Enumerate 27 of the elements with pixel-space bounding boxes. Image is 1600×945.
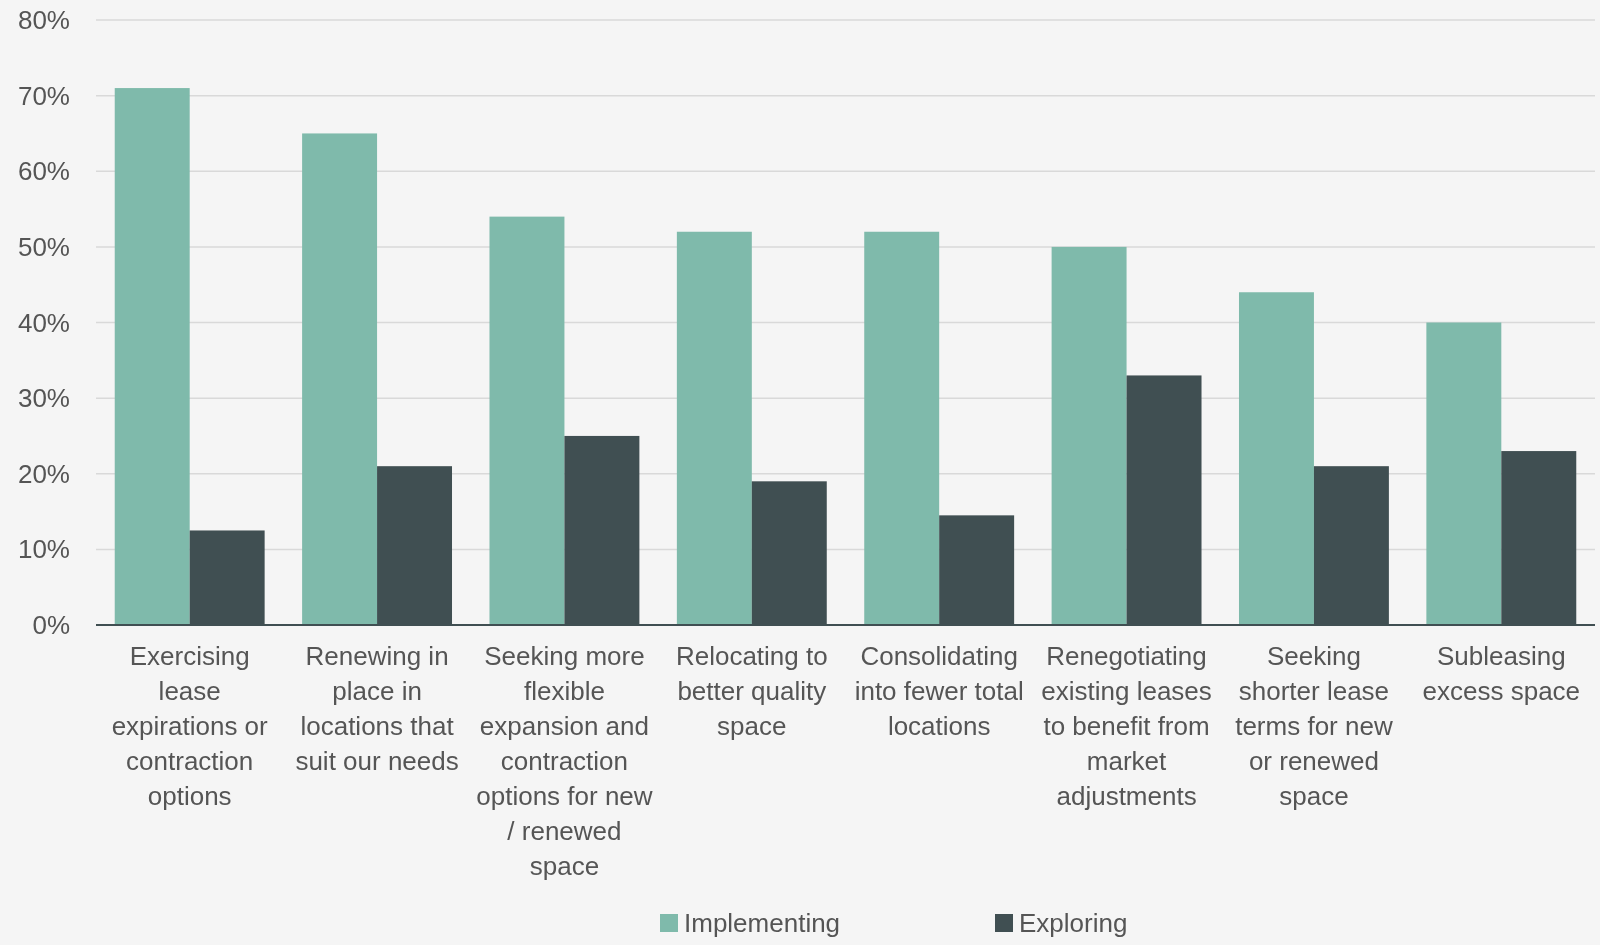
y-tick-label: 70% xyxy=(17,80,70,111)
bar xyxy=(1238,292,1314,625)
y-tick-label: 20% xyxy=(17,458,70,489)
bar xyxy=(114,88,190,625)
y-tick-label: 30% xyxy=(17,383,70,414)
y-tick-label: 80% xyxy=(17,5,70,36)
x-tick-label: Renewing in place in locations that suit our needs xyxy=(295,641,459,776)
x-tick-label: Relocating to better quality space xyxy=(675,641,828,741)
y-tick-label: 50% xyxy=(17,231,70,262)
y-tick-label: 60% xyxy=(17,156,70,187)
bar xyxy=(1426,322,1502,625)
bar xyxy=(676,231,752,625)
legend-label: Implementing xyxy=(684,908,841,939)
y-tick-label: 40% xyxy=(17,307,70,338)
bar xyxy=(1051,246,1127,625)
x-tick-label: Renegotiating existing leases to benefit from market adjustments xyxy=(1041,641,1212,811)
bar xyxy=(489,216,565,625)
x-tick-label: Consolidating into fewer total locations xyxy=(854,641,1024,741)
x-tick-label: Exercising lease expirations or contraction options xyxy=(111,641,269,811)
y-tick-label: 0% xyxy=(32,610,70,641)
y-tick-label: 10% xyxy=(17,534,70,565)
x-tick-label: Seeking shorter lease terms for new or renewed space xyxy=(1235,641,1393,811)
legend-label: Exploring xyxy=(1019,908,1128,939)
x-tick-label: Subleasing excess space xyxy=(1422,641,1581,706)
bar xyxy=(302,133,378,625)
bar xyxy=(864,231,940,625)
x-tick-label: Seeking more flexible expansion and contraction options for new / renewed space xyxy=(476,641,653,881)
